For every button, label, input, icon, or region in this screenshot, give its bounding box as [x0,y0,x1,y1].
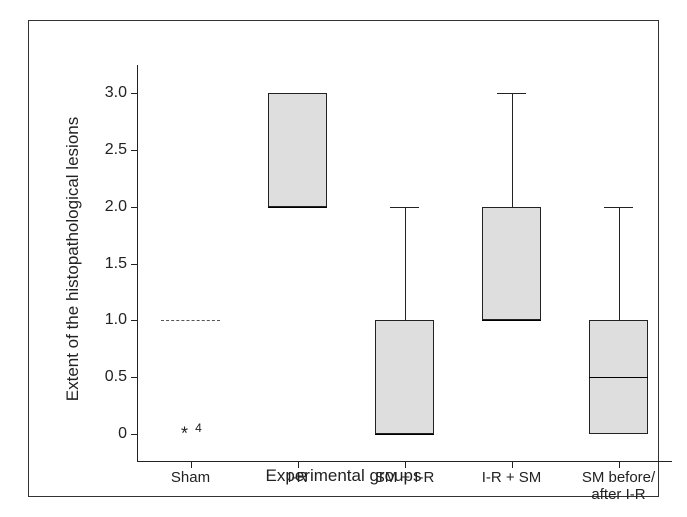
outlier-label: 4 [195,421,202,435]
x-tick [619,462,620,468]
y-axis-line [137,65,138,462]
median-line [268,207,328,208]
x-tick [512,462,513,468]
y-tick-label: 2.0 [105,198,127,216]
x-tick-label: Sham [171,470,210,487]
chart-frame: Extent of the histopathological lesions … [28,20,659,497]
y-tick-label: 0 [118,425,127,443]
median-line [375,434,435,435]
median-line [482,320,542,321]
box [268,93,328,206]
whisker-cap [497,93,527,94]
y-tick [131,377,137,378]
y-tick [131,434,137,435]
y-tick [131,93,137,94]
box [375,320,435,433]
y-tick [131,150,137,151]
y-tick [131,320,137,321]
whisker-cap [390,207,420,208]
whisker [512,93,513,206]
plot-area: 00.51.01.52.02.53.0ShamI-RSM + I-RI-R + … [137,65,672,462]
outlier-marker: * [181,423,188,444]
y-tick [131,207,137,208]
y-axis-title: Extent of the histopathological lesions [63,116,83,400]
x-tick-label: SM before/after I-R [582,470,655,503]
y-tick-label: 1.0 [105,311,127,329]
x-axis-title: Experimental groups [266,466,422,486]
box [482,207,542,320]
y-tick-label: 1.5 [105,255,127,273]
whisker-cap [604,207,634,208]
reference-line [161,320,221,321]
whisker [405,207,406,320]
y-tick [131,264,137,265]
y-tick-label: 0.5 [105,368,127,386]
x-tick-label: I-R + SM [482,470,542,487]
x-tick [191,462,192,468]
whisker [619,207,620,320]
median-line [589,377,649,378]
y-tick-label: 2.5 [105,141,127,159]
y-tick-label: 3.0 [105,84,127,102]
